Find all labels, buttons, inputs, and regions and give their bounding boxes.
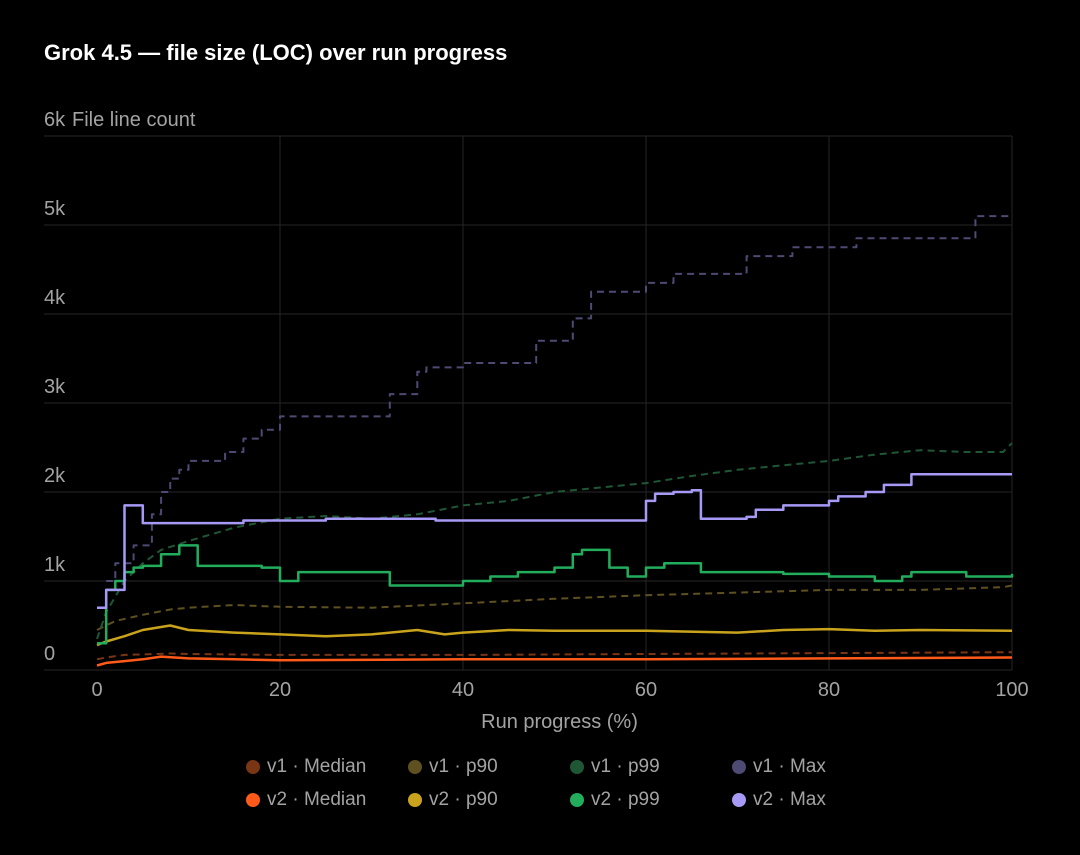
legend-swatch-icon [732, 793, 746, 807]
legend-swatch-icon [408, 760, 422, 774]
y-tick-label: 6k [44, 109, 66, 131]
legend-item[interactable]: v2 · p99 [570, 789, 732, 811]
series-line-v2-max [97, 472, 1012, 609]
legend-swatch-icon [732, 760, 746, 774]
x-tick-label: 80 [818, 679, 840, 701]
x-axis-title: Run progress (%) [481, 711, 638, 733]
y-tick-label: 5k [44, 198, 66, 220]
x-tick-label: 60 [635, 679, 657, 701]
legend-label: v1 · Median [267, 756, 367, 777]
legend-label: v1 · p90 [429, 756, 498, 777]
legend-swatch-icon [246, 793, 260, 807]
legend-item[interactable]: v2 · Median [246, 789, 408, 811]
legend-item[interactable]: v2 · p90 [408, 789, 570, 811]
series-line-v2-p90 [96, 624, 1013, 647]
y-tick-label: 4k [44, 287, 66, 309]
legend-swatch-icon [246, 760, 260, 774]
series-line-v1-p99 [96, 442, 1013, 640]
y-tick-label: 3k [44, 376, 66, 398]
legend-label: v1 · Max [753, 756, 826, 777]
chart-legend: v1 · Median v1 · p90 v1 · p99 v1 · Max v2 · … [246, 756, 894, 811]
legend-label: v1 · p99 [591, 756, 660, 777]
y-tick-label: 0 [44, 643, 55, 665]
legend-item[interactable]: v1 · p90 [408, 756, 570, 778]
series-line-v1-max [106, 215, 1012, 582]
legend-item[interactable]: v1 · p99 [570, 756, 732, 778]
x-tick-label: 100 [995, 679, 1028, 701]
x-tick-label: 40 [452, 679, 474, 701]
legend-swatch-icon [570, 760, 584, 774]
x-tick-label: 20 [269, 679, 291, 701]
series-line-v2-p99 [97, 544, 1014, 645]
legend-label: v2 · Max [753, 789, 826, 810]
legend-label: v2 · p99 [591, 789, 660, 810]
legend-swatch-icon [570, 793, 584, 807]
y-tick-label: 1k [44, 554, 66, 576]
legend-label: v2 · Median [267, 789, 367, 810]
legend-item[interactable]: v1 · Max [732, 756, 894, 778]
legend-swatch-icon [408, 793, 422, 807]
series-line-v1-p90 [96, 584, 1013, 631]
x-tick-label: 0 [91, 679, 102, 701]
series-line-v2-median [96, 655, 1013, 667]
y-tick-label: 2k [44, 465, 66, 487]
y-axis-title: File line count [72, 109, 196, 131]
legend-item[interactable]: v1 · Median [246, 756, 408, 778]
legend-label: v2 · p90 [429, 789, 498, 810]
chart-title: Grok 4.5 — file size (LOC) over run prog… [44, 40, 508, 65]
legend-item[interactable]: v2 · Max [732, 789, 894, 811]
